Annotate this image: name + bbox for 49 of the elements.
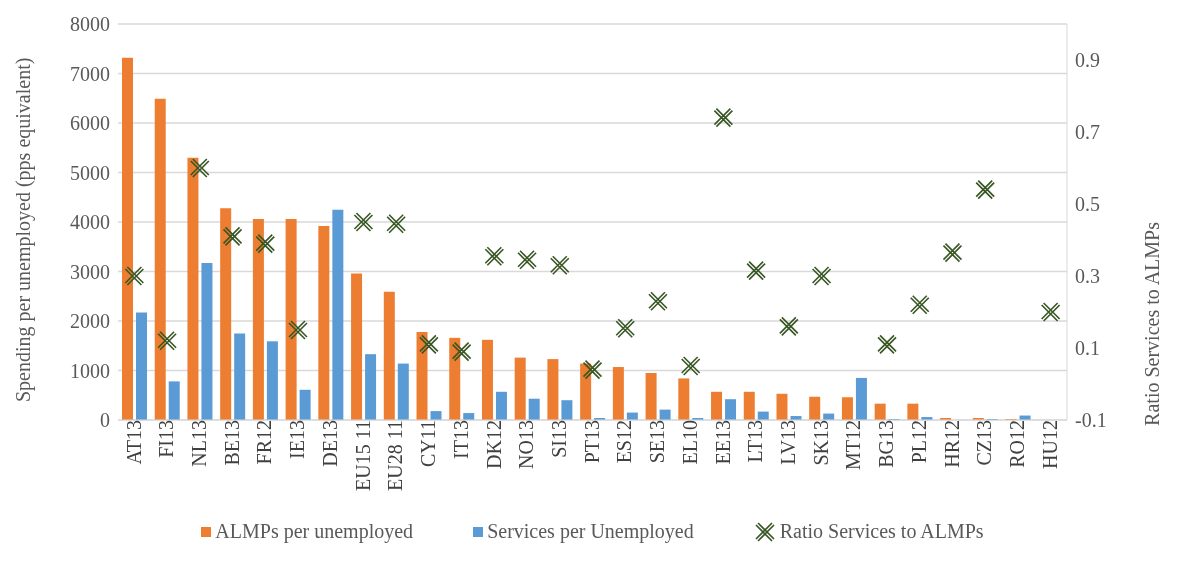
x-tick-label: EU15 11 [351, 420, 374, 491]
x-tick-label: NL13 [188, 420, 211, 467]
x-tick-label: RO12 [1006, 420, 1029, 468]
y-tick-label: 0 [100, 409, 110, 432]
x-tick-label: IT13 [449, 420, 472, 459]
x-tick-label: MT12 [842, 420, 865, 470]
x-tick-label: CY11 [417, 420, 440, 468]
x-tick-label: IE13 [286, 420, 309, 459]
y2-axis-title: Ratio Services to ALMPs [1141, 221, 1164, 426]
x-tick-label: FI13 [155, 420, 178, 458]
x-tick-label: EU28 11 [384, 420, 407, 491]
y-tick-label: 5000 [70, 161, 110, 184]
x-tick-label: CZ13 [973, 420, 996, 466]
y2-tick-label: 0.9 [1075, 49, 1100, 72]
x-tick-label: LV13 [777, 420, 800, 465]
x-tick-label: SK13 [809, 420, 832, 466]
x-tick-label: DE13 [318, 420, 341, 467]
x-tick-label: PT13 [580, 420, 603, 464]
y-tick-label: 2000 [70, 310, 110, 333]
x-tick-label: SI13 [547, 420, 570, 458]
x-tick-label: ES12 [613, 420, 636, 464]
x-tick-label: SE13 [646, 420, 669, 464]
x-tick-label: FR12 [253, 420, 276, 465]
x-tick-label: LT13 [744, 420, 767, 463]
x-tick-label: PL12 [907, 420, 930, 464]
y2-tick-label: -0.1 [1075, 409, 1107, 432]
y-tick-label: 1000 [70, 359, 110, 382]
x-tick-label: HR12 [940, 420, 963, 468]
y2-tick-label: 0.7 [1075, 121, 1100, 144]
y-tick-label: 4000 [70, 211, 110, 234]
x-tick-label: BG13 [875, 420, 898, 468]
x-tick-label: HU12 [1038, 420, 1061, 469]
x-tick-label: EL10 [678, 420, 701, 465]
x-tick-label: NO13 [515, 420, 538, 469]
y2-tick-label: 0.5 [1075, 193, 1100, 216]
y2-tick-label: 0.1 [1075, 337, 1100, 360]
y-tick-label: 3000 [70, 260, 110, 283]
y-tick-label: 8000 [70, 13, 110, 36]
x-tick-label: BE13 [220, 420, 243, 466]
legend-label: ALMPs per unemployed [214, 520, 414, 543]
x-tick-label: AT13 [122, 420, 145, 465]
y-tick-label: 6000 [70, 112, 110, 135]
x-tick-label: EE13 [711, 420, 734, 465]
y-axis-title: Spending per unemployed (pps equivalent) [12, 57, 36, 402]
y-tick-label: 7000 [70, 62, 110, 85]
x-tick-label: DK12 [482, 420, 505, 469]
legend-label: Services per Unemployed [486, 520, 694, 543]
y2-tick-label: 0.3 [1075, 265, 1100, 288]
legend-label: Ratio Services to ALMPs [778, 520, 984, 543]
